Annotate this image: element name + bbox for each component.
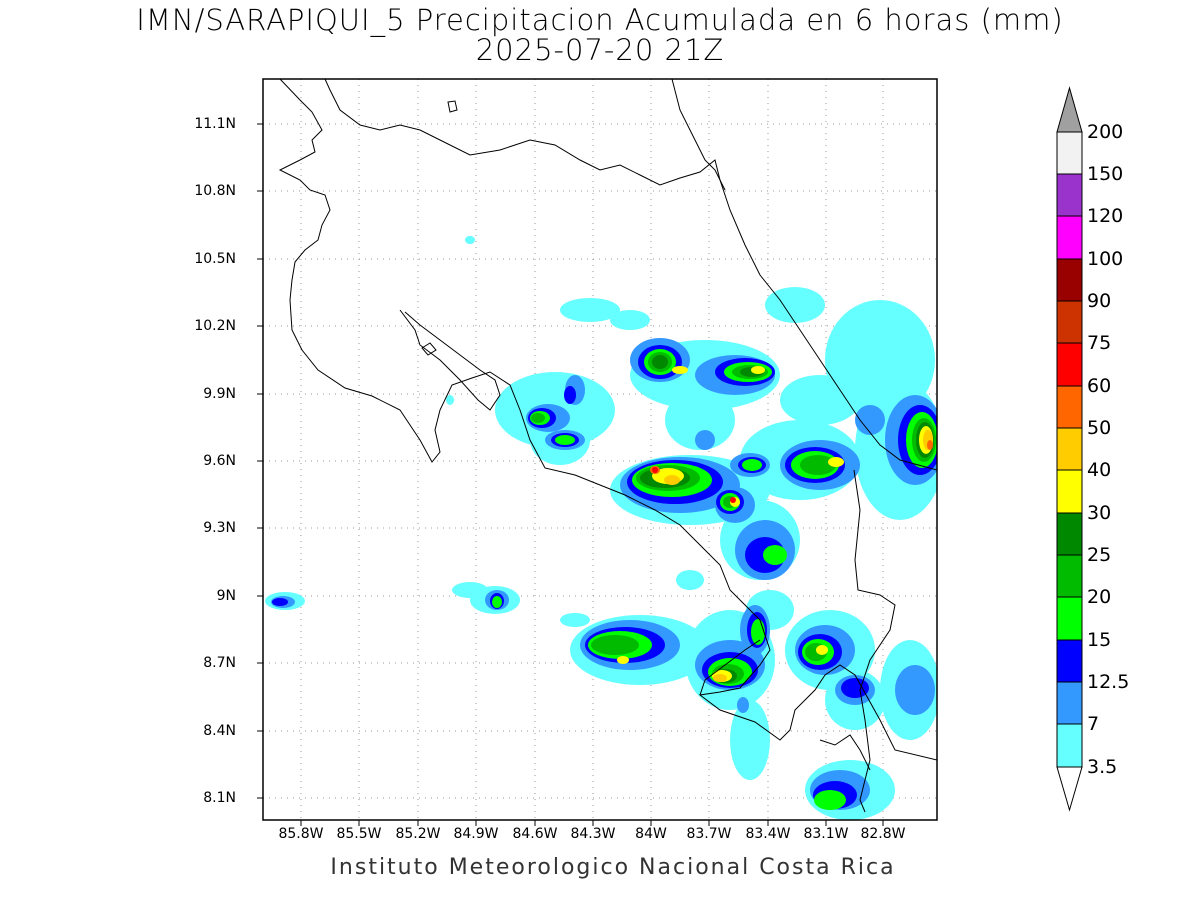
lon-label: 84.6W (512, 826, 558, 842)
colorbar-label: 7 (1087, 713, 1100, 735)
lon-label: 82.8W (860, 826, 906, 842)
lat-label: 11.1N (194, 116, 236, 132)
lat-label: 10.8N (194, 183, 236, 199)
colorbar-label: 90 (1087, 290, 1112, 312)
lat-label: 9.6N (203, 453, 236, 469)
precipitation-field (265, 236, 937, 820)
colorbar-swatch (1056, 639, 1083, 683)
colorbar-label: 75 (1087, 332, 1112, 354)
colorbar-label: 20 (1087, 586, 1112, 608)
colorbar-swatch (1056, 554, 1083, 598)
colorbar-swatch (1056, 173, 1083, 217)
colorbar-swatch (1056, 385, 1083, 429)
lon-label: 83.1W (803, 826, 849, 842)
colorbar-label: 100 (1087, 248, 1124, 270)
colorbar-label: 120 (1087, 205, 1124, 227)
axis-ticks (257, 123, 884, 826)
colorbar-swatch (1056, 596, 1083, 641)
coastlines (278, 79, 937, 813)
precip-60mm (652, 467, 736, 503)
lat-label: 8.7N (203, 655, 236, 671)
colorbar-swatch (1056, 300, 1083, 344)
colorbar-swatch (1056, 258, 1083, 302)
colorbar-swatch (1056, 723, 1083, 768)
lon-label: 84.3W (570, 826, 616, 842)
colorbar-swatch (1056, 215, 1083, 260)
colorbar-swatch (1056, 131, 1083, 175)
lon-label: 83.7W (686, 826, 732, 842)
colorbar-label: 150 (1087, 163, 1124, 185)
lat-label: 10.2N (194, 318, 236, 334)
colorbar-label: 25 (1087, 544, 1112, 566)
lon-label: 85.2W (395, 826, 441, 842)
colorbar-swatch (1056, 681, 1083, 725)
colorbar-swatch (1056, 427, 1083, 471)
colorbar-label: 3.5 (1087, 756, 1118, 778)
lat-label: 8.4N (203, 723, 236, 739)
colorbar-swatch (1056, 342, 1083, 387)
credit-footer: Instituto Meteorologico Nacional Costa R… (330, 855, 896, 880)
colorbar-label: 40 (1087, 459, 1112, 481)
colorbar-label: 30 (1087, 502, 1112, 524)
map-title: IMN/SARAPIQUI_5 Precipitacion Acumulada … (136, 3, 1064, 37)
colorbar-label: 200 (1087, 121, 1124, 143)
colorbar-bottom-arrow (1056, 766, 1083, 812)
lon-label: 84.9W (453, 826, 499, 842)
colorbar-label: 50 (1087, 417, 1112, 439)
colorbar-label: 60 (1087, 375, 1112, 397)
colorbar-top-arrow (1056, 86, 1083, 133)
colorbar (1056, 86, 1083, 812)
colorbar-label: 15 (1087, 629, 1112, 651)
colorbar-swatch (1056, 512, 1083, 556)
colorbar-swatch (1056, 469, 1083, 514)
lon-label: 84W (635, 826, 667, 842)
map-timestamp: 2025-07-20 21Z (475, 33, 725, 67)
lon-label: 83.4W (745, 826, 791, 842)
colorbar-label: 12.5 (1087, 671, 1130, 693)
map-frame (262, 78, 938, 821)
lat-label: 9.9N (203, 386, 236, 402)
lon-label: 85.5W (336, 826, 382, 842)
lat-label: 8.1N (203, 790, 236, 806)
lon-label: 85.8W (278, 826, 324, 842)
lat-label: 9.3N (203, 520, 236, 536)
lat-label: 10.5N (194, 251, 236, 267)
lat-label: 9N (216, 588, 236, 604)
